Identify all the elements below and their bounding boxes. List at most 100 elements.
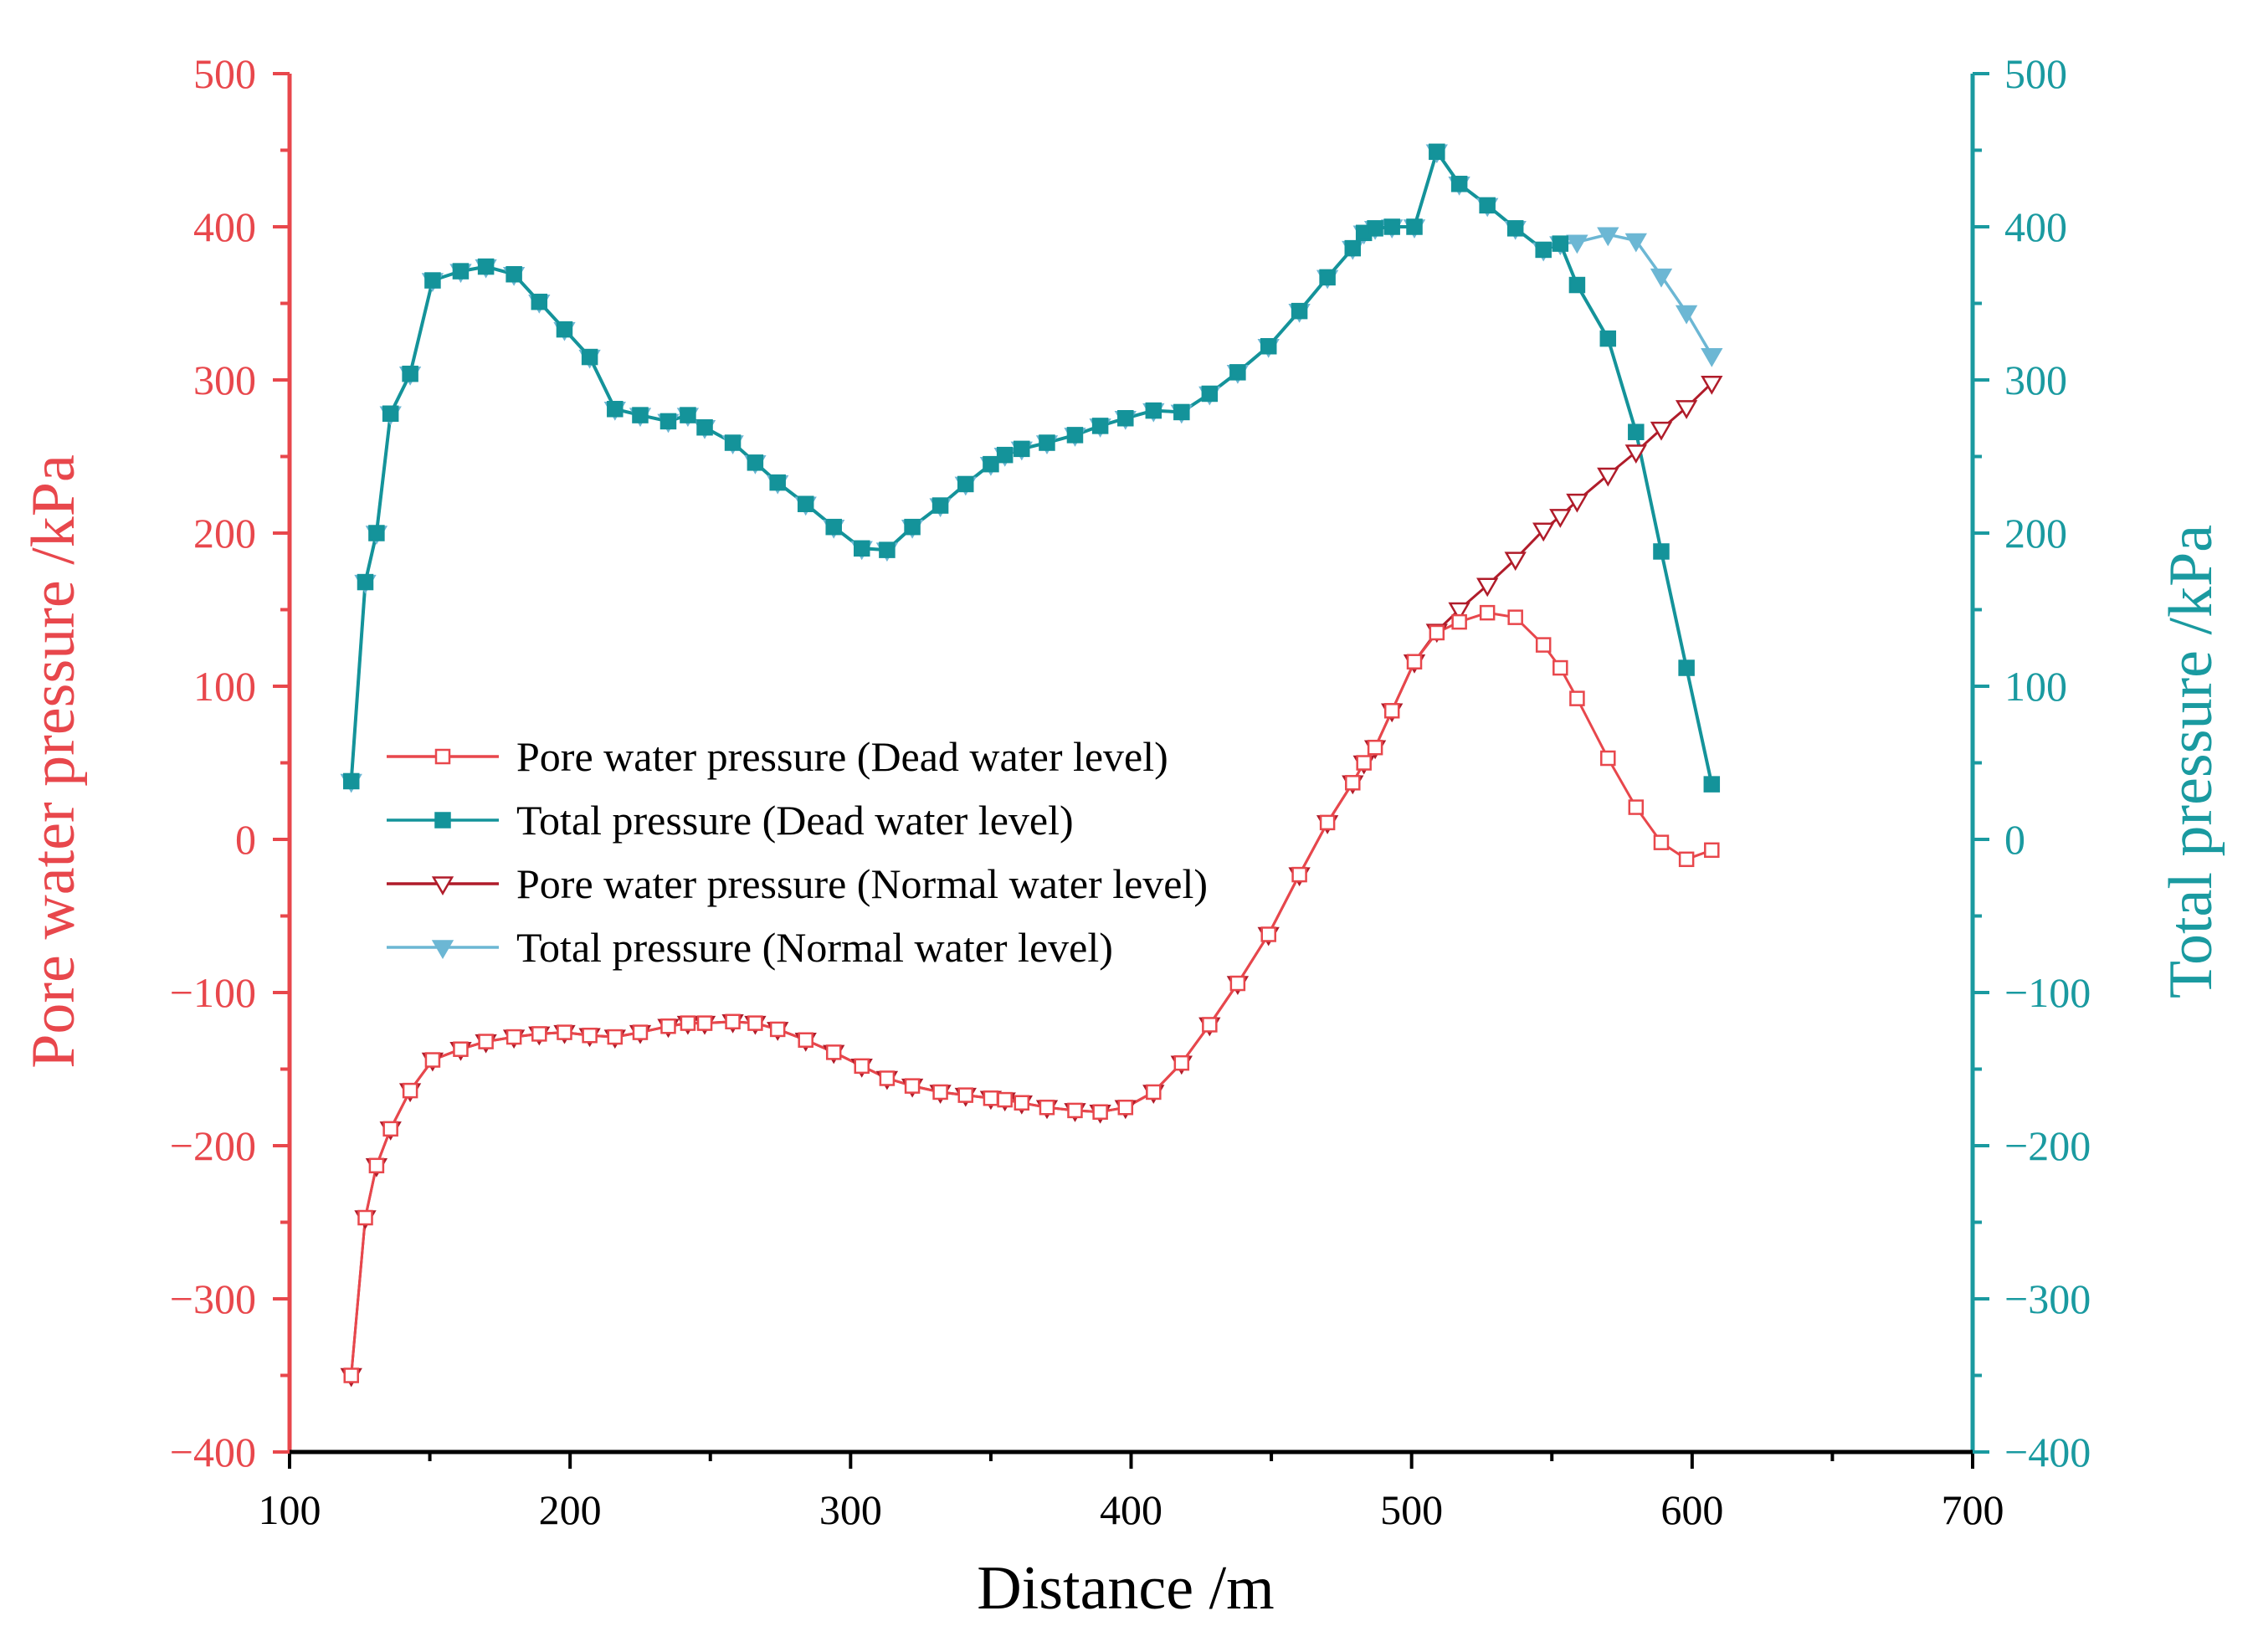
plot-markers (340, 143, 1723, 1388)
data-point-total_dead (1260, 337, 1277, 355)
data-point-total_dead (1628, 423, 1645, 440)
data-point-total_normal (1624, 233, 1647, 253)
data-point-total_dead (1229, 364, 1246, 381)
data-point-pore_dead (1173, 1054, 1190, 1071)
data-point-pore_normal (1701, 375, 1723, 395)
data-point-pore_dead (747, 1015, 763, 1031)
right-tick-label: −100 (2004, 969, 2091, 1016)
right-axis-title: Total pressure /kPa (2157, 525, 2225, 998)
legend-item: Pore water pressure (Dead water level) (387, 733, 1168, 780)
x-tick-label: 300 (819, 1486, 882, 1533)
data-point-total_dead (357, 573, 374, 591)
data-point-total_dead (1201, 385, 1219, 403)
data-point-total_dead (825, 518, 842, 536)
data-point-pore_dead (1229, 975, 1246, 992)
data-point-total_dead (402, 365, 418, 382)
data-point-pore_dead (1704, 842, 1720, 859)
data-point-total_dead (931, 497, 949, 514)
left-tick-label: −300 (170, 1275, 256, 1322)
data-point-pore_dead (368, 1157, 385, 1174)
data-point-total_dead (1479, 197, 1496, 214)
data-point-pore_normal (1549, 509, 1572, 528)
data-point-pore_dead (1552, 659, 1568, 676)
data-point-pore_dead (680, 1015, 696, 1031)
series-line-total_normal (349, 150, 1713, 782)
series-line-pore_dead (350, 611, 1712, 1376)
data-point-pore_dead (1628, 799, 1645, 815)
data-point-total_dead (1117, 410, 1134, 427)
data-point-pore_dead (1067, 1102, 1083, 1119)
tick-labels: 100 200 300 400 500 600 700 500 500 400 400 300 300 2… (170, 50, 2091, 1533)
data-point-total_dead (957, 475, 974, 493)
data-point-pore_normal (1650, 421, 1673, 441)
right-tick-label: −300 (2004, 1275, 2091, 1322)
data-point-total_normal (1566, 234, 1588, 254)
left-tick-label: 300 (193, 357, 256, 403)
data-point-pore_dead (957, 1087, 974, 1103)
data-point-total_dead (1291, 302, 1308, 320)
data-point-pore_dead (357, 1209, 373, 1226)
data-point-total_dead (1653, 543, 1670, 560)
left-tick-label: 400 (193, 203, 256, 250)
data-point-pore_dead (343, 1367, 359, 1383)
data-point-pore_dead (424, 1052, 441, 1068)
data-point-pore_dead (1202, 1017, 1218, 1033)
left-tick-label: 200 (193, 510, 256, 557)
data-point-pore_dead (825, 1044, 842, 1060)
data-point-pore_dead (1678, 851, 1695, 868)
x-tick-label: 400 (1100, 1486, 1162, 1533)
data-point-total_dead (382, 405, 399, 423)
data-point-pore_dead (557, 1024, 572, 1040)
x-tick-label: 600 (1660, 1486, 1723, 1533)
data-point-pore_dead (696, 1015, 713, 1031)
data-point-total_normal (1701, 347, 1723, 367)
data-point-pore_dead (1092, 1104, 1108, 1120)
data-point-total_dead (531, 293, 548, 310)
data-point-total_dead (1383, 218, 1400, 235)
data-point-pore_normal (1448, 602, 1470, 622)
data-point-pore_dead (1356, 755, 1372, 771)
data-point-total_dead (904, 518, 921, 536)
data-point-pore_dead (1146, 1084, 1162, 1100)
right-tick-label: −400 (2004, 1429, 2091, 1475)
data-point-pore_dead (531, 1026, 547, 1042)
data-point-total_dead (747, 454, 764, 471)
data-point-pore_dead (402, 1082, 418, 1099)
data-point-total_dead (680, 407, 696, 423)
data-point-total_dead (1091, 418, 1109, 434)
data-point-total_dead (424, 272, 441, 289)
data-point-pore_dead (1406, 654, 1423, 670)
data-point-total_dead (983, 455, 999, 473)
legend-swatch-marker (431, 940, 454, 959)
data-point-total_dead (1066, 427, 1084, 444)
data-point-total_dead (1014, 440, 1030, 458)
x-tick-label: 200 (539, 1486, 602, 1533)
data-point-pore_dead (1014, 1095, 1030, 1111)
data-point-total_dead (724, 434, 742, 451)
right-tick-label: 400 (2004, 203, 2067, 250)
data-point-pore_normal (1566, 493, 1588, 513)
x-axis-title: Distance /m (977, 1554, 1275, 1623)
data-point-total_dead (477, 258, 495, 275)
data-point-total_dead (1039, 434, 1055, 451)
data-point-total_normal (1597, 227, 1619, 247)
data-point-total_normal (1675, 305, 1698, 325)
left-tick-label: −200 (170, 1122, 256, 1169)
data-point-total_dead (696, 418, 713, 436)
data-point-pore_normal (1597, 467, 1619, 487)
data-point-pore_dead (1383, 703, 1400, 719)
data-point-pore_dead (1535, 637, 1552, 653)
data-point-total_dead (879, 541, 896, 558)
data-point-pore_dead (725, 1013, 741, 1030)
data-point-pore_dead (983, 1090, 999, 1106)
data-point-total_dead (1678, 659, 1695, 676)
axes (273, 72, 1989, 1469)
data-point-pore_dead (1600, 750, 1616, 767)
data-point-pore_normal (1476, 577, 1499, 598)
data-point-total_dead (1506, 220, 1524, 237)
left-tick-label: 500 (193, 50, 256, 97)
left-tick-label: 100 (193, 663, 256, 710)
data-point-total_dead (1344, 239, 1362, 257)
data-point-total_dead (607, 401, 624, 418)
data-point-pore_dead (582, 1027, 598, 1044)
